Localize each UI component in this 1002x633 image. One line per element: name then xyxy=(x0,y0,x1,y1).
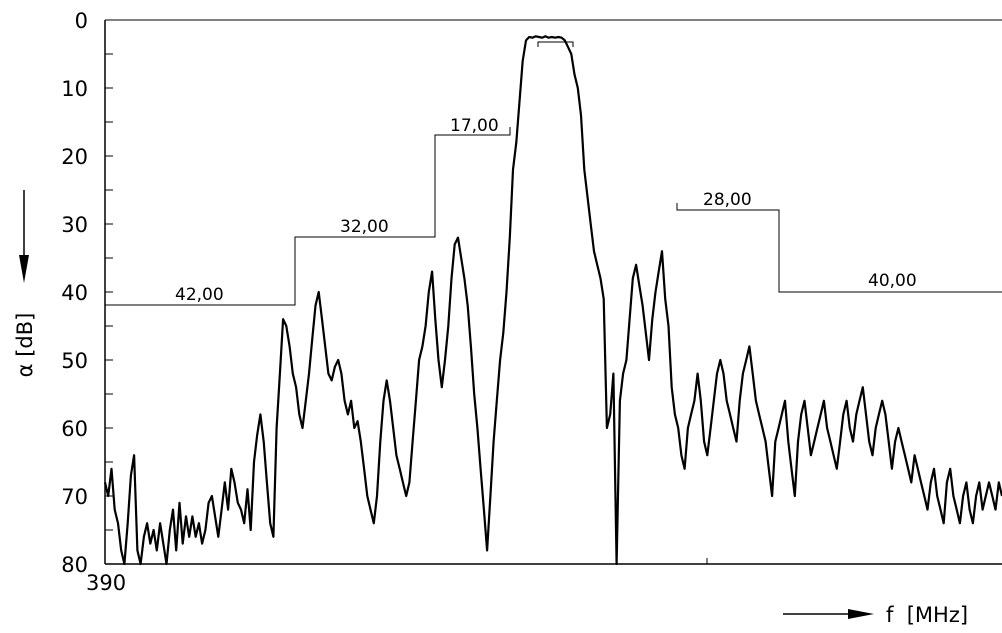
y-tick-label: 40 xyxy=(61,281,88,305)
y-tick-label: 10 xyxy=(61,77,88,101)
mask-label: 40,00 xyxy=(868,271,917,291)
mask-label: 32,00 xyxy=(340,217,389,237)
y-tick-label: 70 xyxy=(61,485,88,509)
y-tick-label: 80 xyxy=(61,553,88,577)
series-line xyxy=(103,35,1002,566)
passband-bracket xyxy=(537,41,574,47)
mask-label: 42,00 xyxy=(175,285,224,305)
y-tick-label: 20 xyxy=(61,145,88,169)
x-axis-title: f [MHz] xyxy=(886,603,968,627)
mask-label: 17,00 xyxy=(450,116,499,136)
mask-line xyxy=(105,127,1002,306)
y-axis-ticks: 0 10 20 30 40 50 60 70 80 xyxy=(61,9,113,577)
y-tick-label: 0 xyxy=(75,9,88,33)
y-tick-label: 60 xyxy=(61,417,88,441)
y-axis-title-group: α [dB] xyxy=(13,313,37,378)
y-tick-label: 50 xyxy=(61,349,88,373)
y-tick-label: 30 xyxy=(61,213,88,237)
x-axis-arrow-icon xyxy=(783,609,874,619)
x-tick-label: 390 xyxy=(86,571,126,595)
y-axis-title: α [dB] xyxy=(13,313,37,378)
mask-label: 28,00 xyxy=(703,190,752,210)
y-axis-arrow-icon xyxy=(19,190,29,283)
